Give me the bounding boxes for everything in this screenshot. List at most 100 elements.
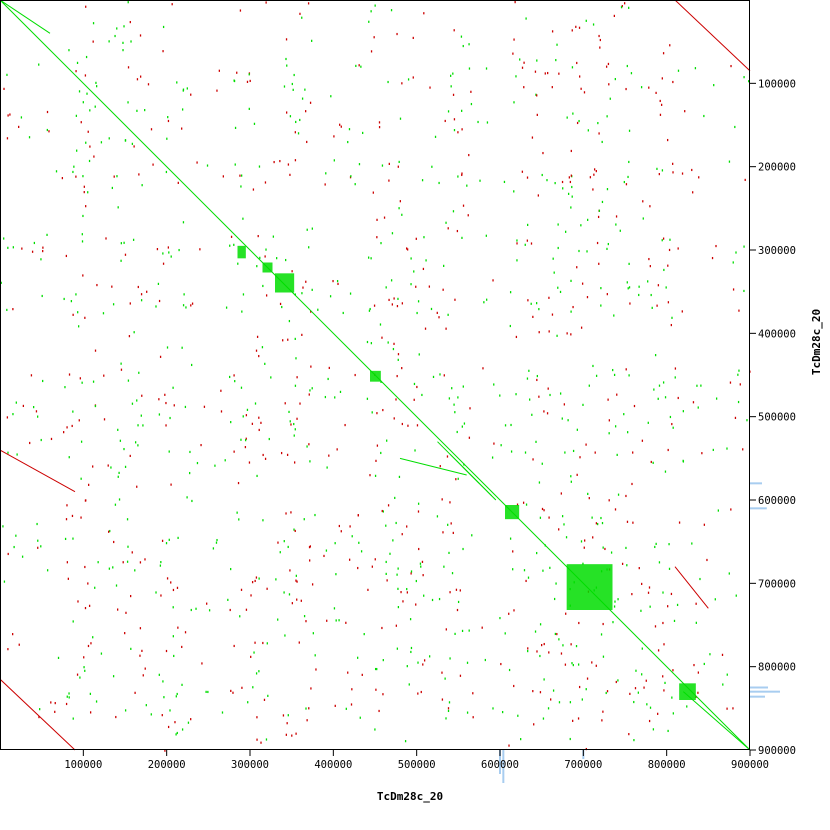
forward-dot [535,302,538,305]
reverse-dot [84,565,86,569]
reverse-dot [37,546,39,549]
forward-dot [190,608,192,612]
reverse-dot [672,162,674,165]
forward-dot [524,243,526,246]
forward-dot [181,683,183,686]
forward-dot [410,570,413,573]
reverse-dot [252,188,255,191]
reverse-dot [672,80,674,84]
forward-dot [66,695,68,698]
forward-dot [387,80,389,84]
reverse-dot [543,410,545,413]
forward-dot [371,411,373,414]
forward-dot [650,293,652,297]
forward-dot [508,668,511,672]
forward-dot [606,247,608,251]
forward-dot [287,545,289,549]
forward-dot [370,10,372,13]
reverse-dot [388,179,390,182]
forward-dot [600,304,602,307]
forward-dot [304,88,306,91]
forward-dot [63,297,65,301]
forward-dot [360,550,363,553]
reverse-dot [695,602,697,605]
forward-dot [425,259,427,262]
forward-dot [267,694,269,697]
forward-dot [595,374,598,377]
forward-dot [229,244,231,247]
reverse-dot [256,335,259,338]
reverse-dot [393,417,395,420]
reverse-dot [548,651,550,654]
reverse-dot [406,248,409,251]
reverse-dot [470,90,472,93]
reverse-dot [162,262,165,265]
forward-dot [40,258,42,261]
reverse-dot [345,621,347,624]
forward-dot [70,300,73,303]
reverse-dot [250,594,252,597]
forward-segment [399,457,467,476]
forward-dot [614,425,617,428]
forward-dot [72,410,74,413]
reverse-dot [608,499,610,502]
forward-dot [613,605,616,608]
forward-dot [170,255,172,258]
reverse-dot [578,621,580,625]
forward-dot [531,413,533,416]
reverse-dot [533,723,535,726]
reverse-dot [308,707,310,710]
reverse-dot [632,521,634,524]
forward-dot [81,233,83,236]
forward-dot [566,116,568,119]
reverse-dot [456,608,459,612]
reverse-dot [262,641,264,645]
reverse-dot [164,393,166,396]
reverse-dot [412,36,414,40]
reverse-dot [558,72,560,75]
reverse-dot [165,424,167,427]
reverse-dot [291,270,293,273]
forward-dot [613,373,616,377]
reverse-dot [462,204,465,207]
reverse-dot [66,504,68,507]
forward-dot [552,689,555,692]
reverse-dot [516,503,519,506]
forward-dot [746,419,748,422]
reverse-dot [415,603,417,606]
forward-dot [294,428,296,431]
forward-dot [585,19,587,22]
forward-dot [556,334,558,337]
reverse-dot [543,642,545,646]
forward-dot [177,536,179,540]
forward-dot [547,707,550,710]
forward-dot [37,539,39,542]
forward-dot [385,524,387,527]
forward-dot [501,710,504,714]
forward-dot [15,401,17,404]
x-tick-label: 900000 [731,759,769,771]
x-tick-label: 200000 [148,759,186,771]
forward-dot [176,81,178,84]
reverse-dot [564,663,567,666]
forward-dot [46,128,48,132]
reverse-dot [165,649,168,653]
reverse-dot [220,389,222,392]
reverse-dot [296,598,298,601]
forward-dot [297,132,300,135]
forward-dot [234,163,236,166]
forward-dot [253,122,256,125]
forward-dot [370,257,372,260]
reverse-dot [129,20,131,24]
forward-dot [682,410,685,413]
reverse-segment [0,449,76,493]
forward-dot [658,384,661,387]
reverse-dot [190,304,192,307]
forward-dot [89,692,92,695]
forward-dot [546,179,548,182]
forward-dot [173,654,175,658]
forward-dot [699,577,701,581]
forward-dot [114,503,117,506]
forward-dot [236,511,238,514]
reverse-dot [641,439,644,442]
